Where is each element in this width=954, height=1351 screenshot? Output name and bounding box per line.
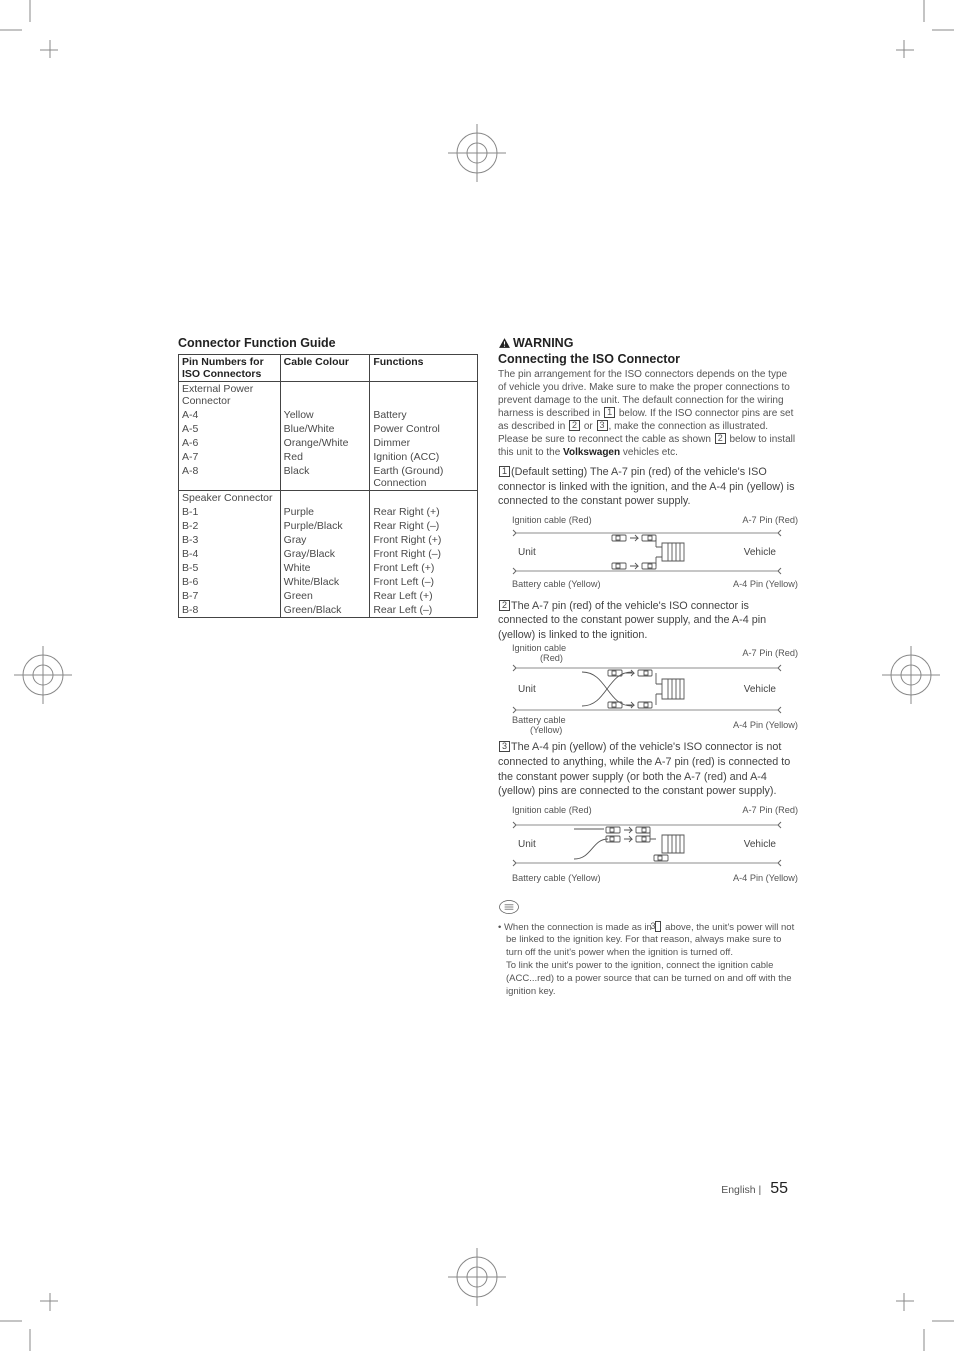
left-column: Connector Function Guide Pin Numbers for… (178, 336, 478, 999)
connector-table: Pin Numbers for ISO Connectors Cable Col… (178, 354, 478, 618)
table-row: B-2Purple/BlackRear Right (–) (179, 519, 478, 533)
diagram-2: Ignition cable(Red) A-7 Pin (Red) (512, 644, 798, 734)
registration-target-icon (14, 646, 72, 704)
page-number: English | 55 (721, 1180, 788, 1198)
table-row: B-6White/BlackFront Left (–) (179, 575, 478, 589)
th-colour: Cable Colour (280, 355, 370, 382)
iso-para-1: The pin arrangement for the ISO connecto… (498, 368, 798, 433)
note-1: • When the connection is made as in 3 ab… (498, 922, 798, 960)
table-row: B-1PurpleRear Right (+) (179, 505, 478, 519)
th-pin: Pin Numbers for ISO Connectors (179, 355, 281, 382)
case-3: 3The A-4 pin (yellow) of the vehicle's I… (498, 740, 798, 798)
note-2: To link the unit's power to the ignition… (498, 960, 798, 998)
svg-text:Unit: Unit (518, 839, 536, 850)
registration-target-icon (448, 1248, 506, 1306)
table-row: Speaker Connector (179, 491, 478, 506)
table-header-row: Pin Numbers for ISO Connectors Cable Col… (179, 355, 478, 382)
case-2: 2The A-7 pin (red) of the vehicle's ISO … (498, 599, 798, 643)
svg-text:Vehicle: Vehicle (744, 684, 777, 695)
table-row: A-8BlackEarth (Ground) Connection (179, 464, 478, 491)
th-func: Functions (370, 355, 478, 382)
case-1: 1(Default setting) The A-7 pin (red) of … (498, 465, 798, 509)
table-row: B-3GrayFront Right (+) (179, 533, 478, 547)
svg-text:Unit: Unit (518, 684, 536, 695)
note-icon (498, 899, 520, 915)
table-row: A-5Blue/WhitePower Control (179, 422, 478, 436)
table-row: B-7GreenRear Left (+) (179, 589, 478, 603)
table-row: B-4Gray/BlackFront Right (–) (179, 547, 478, 561)
registration-target-icon (448, 124, 506, 182)
iso-heading: Connecting the ISO Connector (498, 352, 798, 366)
table-row: External Power Connector (179, 382, 478, 409)
table-row: B-5WhiteFront Left (+) (179, 561, 478, 575)
svg-text:Vehicle: Vehicle (744, 547, 777, 558)
warning-heading: WARNING (498, 336, 798, 350)
warning-label: WARNING (513, 336, 573, 350)
warning-triangle-icon (498, 337, 511, 350)
right-column: WARNING Connecting the ISO Connector The… (498, 336, 798, 999)
table-row: A-7RedIgnition (ACC) (179, 450, 478, 464)
connector-guide-title: Connector Function Guide (178, 336, 478, 350)
svg-text:Vehicle: Vehicle (744, 839, 777, 850)
diagram-1: Ignition cable (Red)A-7 Pin (Red) (512, 511, 798, 593)
registration-target-icon (882, 646, 940, 704)
svg-text:Unit: Unit (518, 547, 536, 558)
table-row: A-6Orange/WhiteDimmer (179, 436, 478, 450)
table-row: A-4YellowBattery (179, 408, 478, 422)
iso-para-2: Please be sure to reconnect the cable as… (498, 433, 798, 459)
table-row: B-8Green/BlackRear Left (–) (179, 603, 478, 618)
diagram-3: Ignition cable (Red)A-7 Pin (Red) (512, 801, 798, 887)
